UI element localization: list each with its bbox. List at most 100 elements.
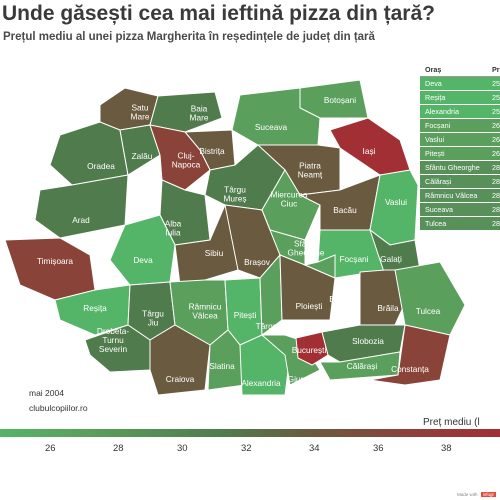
county-bucuresti[interactable] (295, 331, 329, 366)
table-cell-price: 25 (487, 104, 500, 119)
footer-text: Made with (456, 492, 478, 497)
county-label-vaslui: Vaslui (385, 197, 407, 207)
footer-brand: infogr (480, 492, 496, 497)
county-label-tulcea: Tulcea (416, 306, 441, 316)
scale-tick: 38 (441, 443, 452, 454)
map-title: Unde găsești cea mai ieftină pizza din ț… (2, 2, 435, 25)
table-row: Vaslui 26 (420, 132, 500, 147)
county-label-buzau: Buzău (329, 294, 353, 304)
county-label-baia-mare: Baia Mare (190, 104, 209, 123)
source-site: clubulcopiilor.ro (29, 403, 88, 413)
county-label-sfantu-gheorghe: Sfântu Gheorghe (288, 239, 325, 258)
county-label-satu-mare: Satu Mare (131, 103, 150, 122)
county-label-galati: Galați (380, 254, 402, 264)
scale-tick: 32 (241, 443, 252, 454)
county-label-ploiesti: Ploiești (296, 301, 323, 311)
table-row: Pitești 26 (420, 146, 500, 161)
table-cell-price: 28 (487, 202, 500, 217)
source-date: mai 2004 (29, 388, 64, 398)
table-row: Reșița 25 (420, 90, 500, 105)
county-arad[interactable] (34, 174, 129, 239)
table-row: Focșani 26 (420, 118, 500, 133)
county-tulcea[interactable] (394, 261, 466, 336)
county-label-slatina: Slatina (209, 361, 235, 371)
table-cell-city: Pitești (420, 146, 487, 161)
table-cell-city: Suceava (420, 202, 487, 217)
county-constanta[interactable] (369, 324, 451, 386)
county-label-botosani: Botoșani (324, 95, 356, 105)
table-cell-price: 25 (487, 90, 500, 105)
county-label-alexandria: Alexandria (241, 378, 281, 388)
county-galati[interactable] (369, 228, 421, 276)
table-row: Deva 25 (420, 76, 500, 91)
county-label-constanta: Constanța (391, 364, 429, 374)
table-cell-city: Alexandria (420, 104, 487, 119)
table-header-row: Oraș Pre (420, 63, 500, 77)
county-cluj-napoca[interactable] (149, 124, 211, 191)
county-suceava[interactable] (231, 87, 321, 146)
county-giurgiu[interactable] (260, 334, 321, 386)
table-cell-price: 28 (487, 188, 500, 203)
county-label-suceava: Suceava (255, 122, 288, 132)
county-label-drobeta-turnu-severin: Drobeta-Turnu Severin (97, 326, 130, 354)
county-label-targu-jiu: Târgu Jiu (142, 309, 164, 328)
county-buzau[interactable] (303, 254, 336, 279)
county-label-bistrita: Bistrița (199, 146, 225, 156)
color-scale-bar (0, 429, 500, 437)
table-row: Sfântu Gheorghe 28 (420, 160, 500, 175)
county-label-sibiu: Sibiu (205, 248, 224, 258)
county-label-zalau: Zalău (132, 151, 153, 161)
table-header-city: Oraș (420, 63, 487, 77)
table-row: Călărași 28 (420, 174, 500, 189)
county-alexandria[interactable] (239, 334, 291, 396)
table-cell-city: Râmnicu Vâlcea (420, 188, 487, 203)
scale-tick: 36 (373, 443, 384, 454)
table-row: Alexandria 25 (420, 104, 500, 119)
scale-tick: 30 (177, 443, 188, 454)
table-row: Suceava 28 (420, 202, 500, 217)
footer-credit[interactable]: Made with infogr (455, 492, 496, 497)
county-label-focsani: Focșani (339, 254, 368, 264)
scale-tick: 34 (309, 443, 320, 454)
county-sfantu-gheorghe[interactable] (261, 209, 306, 266)
table-row: Tulcea 28 (420, 216, 500, 231)
county-oradea[interactable] (49, 121, 129, 186)
county-label-calarasi: Călărași (347, 361, 378, 371)
county-calarasi[interactable] (319, 351, 401, 381)
county-label-braila: Brăila (377, 303, 399, 313)
county-label-resita: Reșița (83, 303, 107, 313)
county-label-bacau: Bacău (333, 205, 357, 215)
county-label-cluj-napoca: Cluj-Napoca (172, 151, 201, 170)
county-label-arad: Arad (72, 215, 90, 225)
county-label-targu-mures: Târgu Mureș (223, 185, 246, 204)
price-table: Oraș Pre Deva25Reșița25Alexandria25Focșa… (420, 63, 500, 231)
county-label-alba-iulia: Alba Iulia (165, 219, 182, 238)
table-row: Râmnicu Vâlcea 28 (420, 188, 500, 203)
legend-title: Preț mediu (l (423, 417, 480, 428)
table-cell-city: Tulcea (420, 216, 487, 231)
county-timisoara[interactable] (4, 237, 96, 301)
county-label-ramnicu-valcea: Râmnicu Vâlcea (189, 302, 222, 321)
county-satu-mare[interactable] (99, 87, 159, 131)
table-cell-city: Reșița (420, 90, 487, 105)
table-cell-price: 26 (487, 146, 500, 161)
table-cell-city: Sfântu Gheorghe (420, 160, 487, 175)
table-cell-city: Călărași (420, 174, 487, 189)
table-header-price: Pre (487, 63, 500, 77)
table-cell-price: 28 (487, 216, 500, 231)
county-label-deva: Deva (133, 255, 153, 265)
county-label-bucuresti: București (292, 345, 327, 355)
county-ploiesti[interactable] (279, 254, 336, 321)
scale-tick: 28 (113, 443, 124, 454)
county-label-slobozia: Slobozia (352, 336, 384, 346)
county-label-pitesti: Pitești (234, 310, 257, 320)
county-label-piatra-neamt: Piatra Neamț (298, 161, 323, 180)
county-label-craiova: Craiova (166, 374, 195, 384)
county-baia-mare[interactable] (149, 91, 223, 133)
table-cell-city: Vaslui (420, 132, 487, 147)
table-cell-city: Deva (420, 76, 487, 91)
county-label-miercurea-ciuc: Miercurea Ciuc (271, 190, 308, 209)
county-craiova[interactable] (149, 324, 211, 396)
map-subtitle: Prețul mediu al unei pizza Margherita în… (3, 31, 375, 43)
scale-tick: 26 (45, 443, 56, 454)
